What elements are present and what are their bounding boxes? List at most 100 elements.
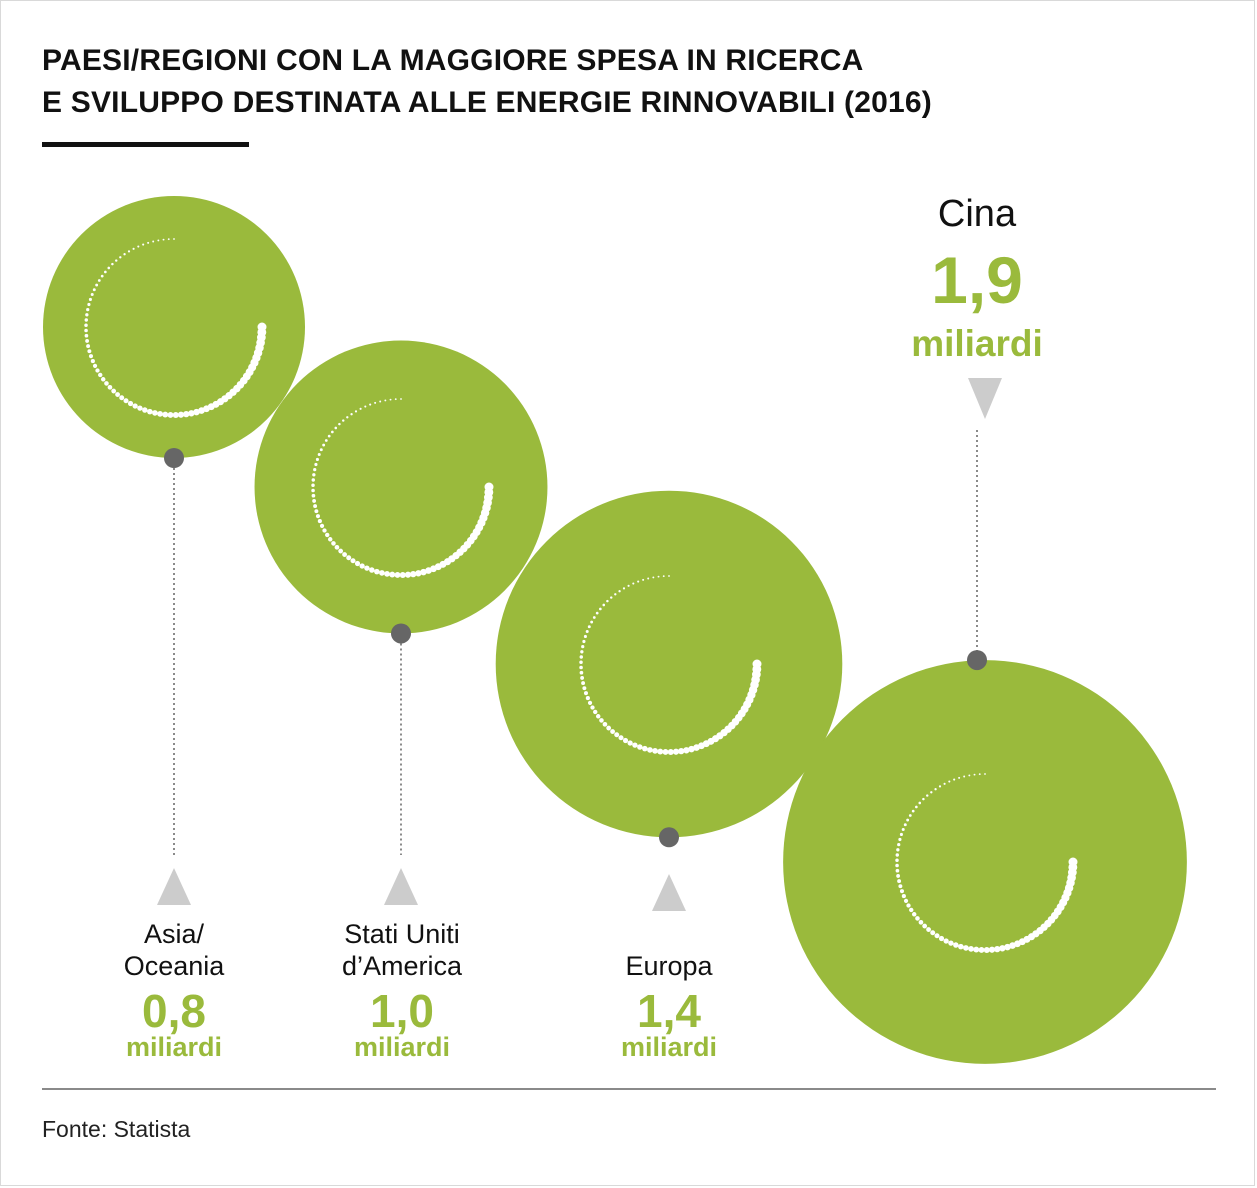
ring-dot-cina: [984, 773, 986, 775]
ring-dot-cina: [978, 946, 985, 953]
ring-dot-stati-uniti: [342, 419, 345, 422]
ring-dot-europa: [662, 575, 665, 578]
ring-dot-asia-oceania: [123, 253, 126, 256]
ring-dot-cina: [903, 898, 909, 903]
ring-dot-europa: [587, 700, 593, 705]
ring-dot-stati-uniti: [331, 430, 334, 434]
title-underline: [42, 142, 249, 147]
ring-dot-stati-uniti: [317, 453, 321, 457]
ring-dot-cina: [899, 889, 904, 894]
chart-title: PAESI/REGIONI CON LA MAGGIORE SPESA IN R…: [42, 40, 1142, 124]
label-europa: Europa: [569, 950, 769, 982]
ring-dot-stati-uniti: [338, 548, 344, 554]
ring-dot-asia-oceania: [162, 238, 165, 241]
bubble-asia-oceania: [43, 196, 305, 458]
ring-dot-stati-uniti: [313, 468, 317, 472]
ring-dot-asia-oceania: [104, 270, 107, 274]
ring-dot-asia-oceania: [95, 283, 99, 287]
ring-dot-asia-oceania: [104, 381, 109, 386]
ring-dot-cina: [908, 814, 912, 817]
ring-dot-stati-uniti: [394, 398, 397, 401]
unit-europa: miliardi: [620, 1032, 718, 1062]
ring-dot-asia-oceania: [157, 239, 160, 242]
ring-dot-stati-uniti: [389, 398, 392, 401]
ring-dot-cina: [897, 843, 901, 847]
bubble-europa: [495, 490, 843, 838]
ring-dot-cina: [948, 780, 951, 783]
ring-dot-europa: [642, 578, 645, 581]
ring-dot-stati-uniti: [369, 567, 375, 573]
ring-dot-asia-oceania: [132, 403, 138, 409]
ring-dot-cina: [898, 884, 903, 889]
ring-dot-europa: [627, 740, 633, 746]
unit-asia-oceania: miliardi: [125, 1032, 223, 1062]
ring-dot-cina: [943, 938, 949, 944]
ring-dot-stati-uniti: [400, 398, 402, 400]
ring-dot-asia-oceania: [90, 293, 94, 297]
ring-dot-asia-oceania: [84, 328, 88, 333]
ring-dot-stati-uniti: [379, 400, 382, 403]
source-note: Fonte: Statista: [42, 1116, 191, 1142]
anchor-dot-europa: [659, 827, 679, 848]
ring-dot-stati-uniti: [311, 493, 316, 498]
ring-dot-asia-oceania: [147, 408, 153, 415]
ring-dot-asia-oceania: [95, 368, 100, 373]
ring-dot-europa: [610, 596, 613, 599]
ring-dot-asia-oceania: [152, 410, 158, 416]
ring-dot-europa: [579, 665, 583, 670]
ring-dot-europa: [622, 737, 629, 744]
ring-dot-europa: [688, 745, 695, 753]
label-asia-oceania-line-2: Oceania: [123, 951, 225, 981]
ring-dot-cina: [895, 863, 899, 868]
ring-dot-stati-uniti: [312, 473, 316, 477]
ring-dot-stati-uniti: [374, 401, 377, 404]
ring-dot-asia-oceania: [111, 388, 117, 394]
ring-dot-stati-uniti: [315, 457, 319, 462]
ring-dot-stati-uniti: [384, 399, 387, 402]
ring-dot-europa: [585, 696, 590, 701]
ring-dot-stati-uniti: [311, 478, 315, 482]
ring-dot-europa: [580, 676, 584, 680]
ring-dot-cina: [953, 778, 956, 781]
ring-dot-stati-uniti: [346, 416, 349, 419]
ring-dot-stati-uniti: [350, 558, 356, 564]
ring-dot-cina: [994, 946, 1001, 953]
value-asia-oceania: 0,8: [142, 985, 206, 1037]
ring-dot-cina: [934, 788, 937, 791]
ring-dot-cina: [903, 823, 907, 827]
ring-dot-stati-uniti: [342, 552, 348, 557]
ring-dot-stati-uniti: [319, 523, 325, 528]
ring-dot-europa: [602, 722, 608, 727]
ring-dot-cina: [983, 946, 990, 954]
ring-dot-cina: [898, 837, 902, 842]
ring-dot-stati-uniti: [334, 426, 338, 430]
ring-dot-asia-oceania: [90, 359, 95, 364]
ring-dot-stati-uniti: [315, 514, 320, 519]
ring-dot-stati-uniti: [484, 482, 494, 492]
ring-dot-asia-oceania: [84, 323, 88, 327]
ring-dot-europa: [627, 584, 630, 587]
ring-dot-stati-uniti: [314, 509, 319, 514]
ring-dot-europa: [642, 745, 648, 752]
ring-dot-europa: [581, 681, 586, 686]
ring-dot-stati-uniti: [346, 555, 352, 561]
ring-dot-cina: [978, 773, 981, 776]
ring-dot-asia-oceania: [87, 302, 91, 307]
ring-dot-cina: [901, 828, 905, 832]
chart-title-line-2: E SVILUPPO DESTINATA ALLE ENERGIE RINNOV…: [42, 86, 932, 119]
ring-dot-asia-oceania: [167, 411, 174, 418]
ring-dot-asia-oceania: [162, 411, 169, 418]
ring-dot-europa: [752, 659, 762, 669]
ring-dot-europa: [652, 748, 658, 754]
ring-dot-europa: [668, 575, 670, 577]
ring-dot-cina: [895, 858, 899, 862]
ring-dot-cina: [930, 791, 933, 794]
bottom-divider: [42, 1088, 1216, 1090]
ring-dot-cina: [901, 894, 906, 899]
ring-dot-cina: [999, 945, 1006, 952]
bubble-cina: [783, 660, 1187, 1064]
ring-dot-europa: [592, 616, 596, 619]
ring-dot-asia-oceania: [92, 288, 96, 292]
ring-dot-cina: [968, 774, 971, 777]
ring-dot-europa: [637, 744, 643, 750]
